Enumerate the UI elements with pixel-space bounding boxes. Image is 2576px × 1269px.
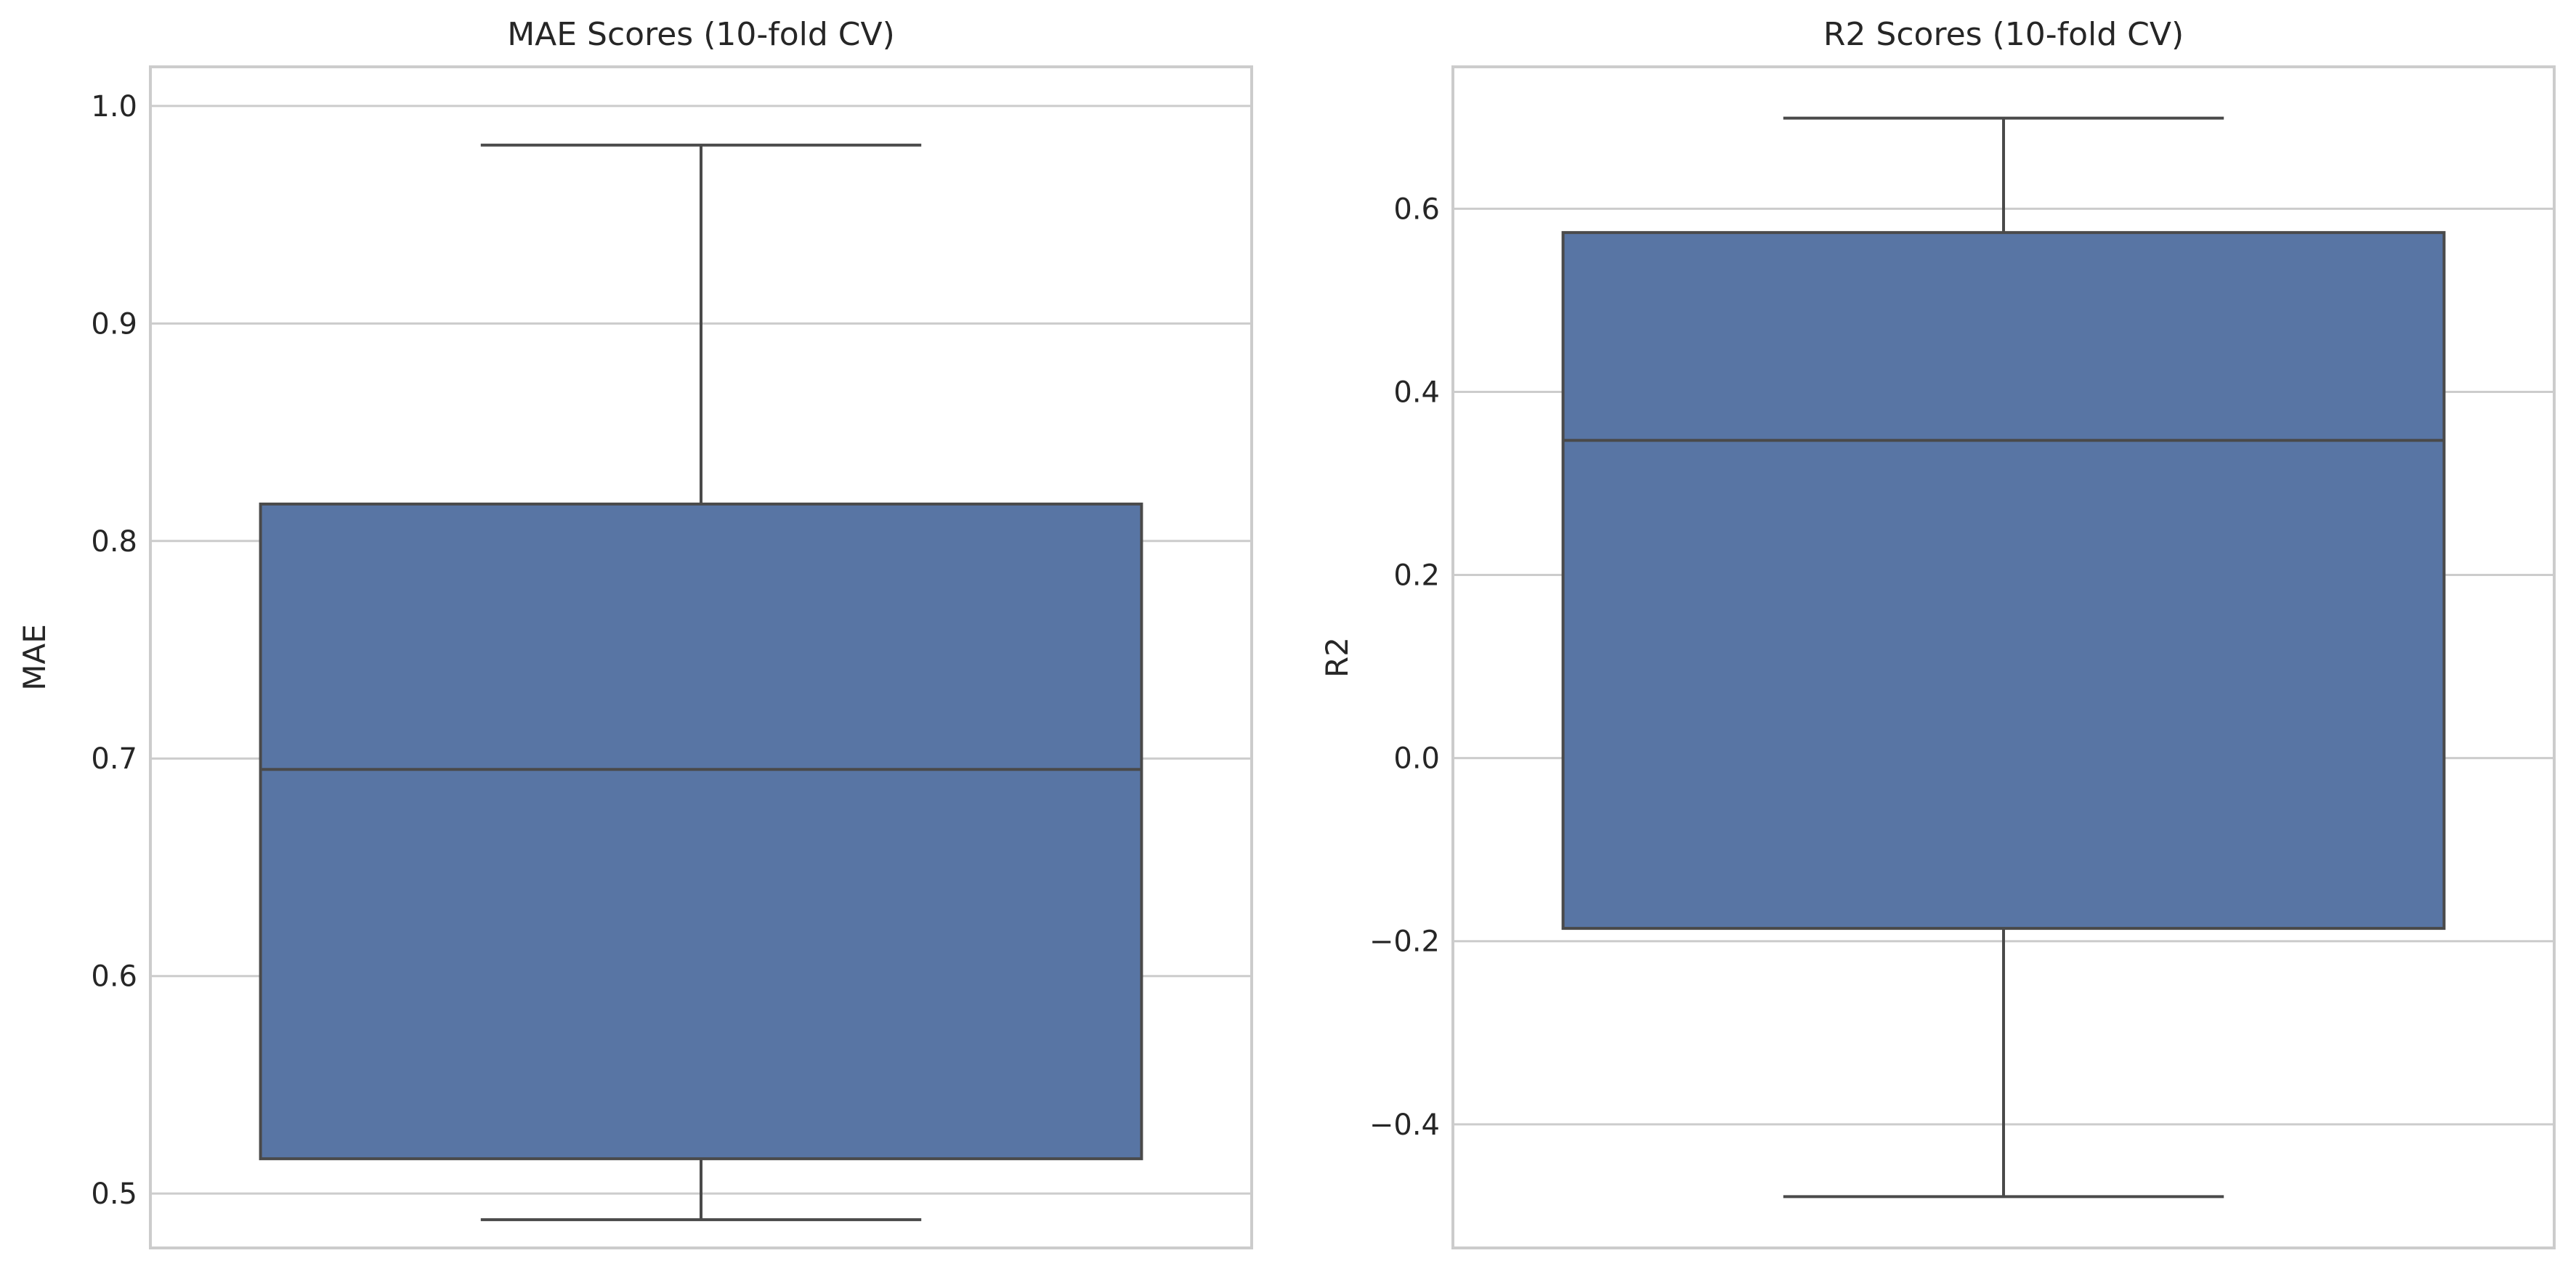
mae-ytick-label: 1.0 bbox=[91, 90, 137, 123]
mae-ytick-label: 0.5 bbox=[91, 1177, 137, 1211]
r2-box bbox=[1561, 231, 2446, 931]
r2-ylabel: R2 bbox=[1319, 637, 1355, 678]
r2-title: R2 Scores (10-fold CV) bbox=[1823, 16, 2184, 53]
mae-ytick-label: 0.7 bbox=[91, 742, 137, 776]
r2-ytick-label: 0.2 bbox=[1393, 559, 1440, 593]
r2-ytick-label: −0.4 bbox=[1369, 1108, 1440, 1142]
r2-ytick-label: −0.2 bbox=[1369, 925, 1440, 959]
mae-panel: 0.5 0.6 0.7 0.8 0.9 1.0 MAE MAE Scores (10-fold… bbox=[17, 16, 1253, 1249]
r2-panel: −0.4 −0.2 0.0 0.2 0.4 0.6 R2 R2 Scores (10-fold… bbox=[1319, 16, 2556, 1249]
mae-title: MAE Scores (10-fold CV) bbox=[507, 16, 895, 53]
r2-axes-frame bbox=[1451, 65, 2556, 1249]
mae-ytick-label: 0.9 bbox=[91, 307, 137, 341]
r2-ytick-label: 0.0 bbox=[1393, 742, 1440, 776]
mae-ytick-label: 0.8 bbox=[91, 525, 137, 559]
r2-ytick-label: 0.4 bbox=[1393, 376, 1440, 409]
mae-box bbox=[259, 502, 1143, 1161]
mae-axes-frame bbox=[149, 65, 1253, 1249]
mae-ytick-label: 0.6 bbox=[91, 960, 137, 994]
mae-ylabel: MAE bbox=[17, 624, 52, 691]
r2-ytick-label: 0.6 bbox=[1393, 192, 1440, 226]
